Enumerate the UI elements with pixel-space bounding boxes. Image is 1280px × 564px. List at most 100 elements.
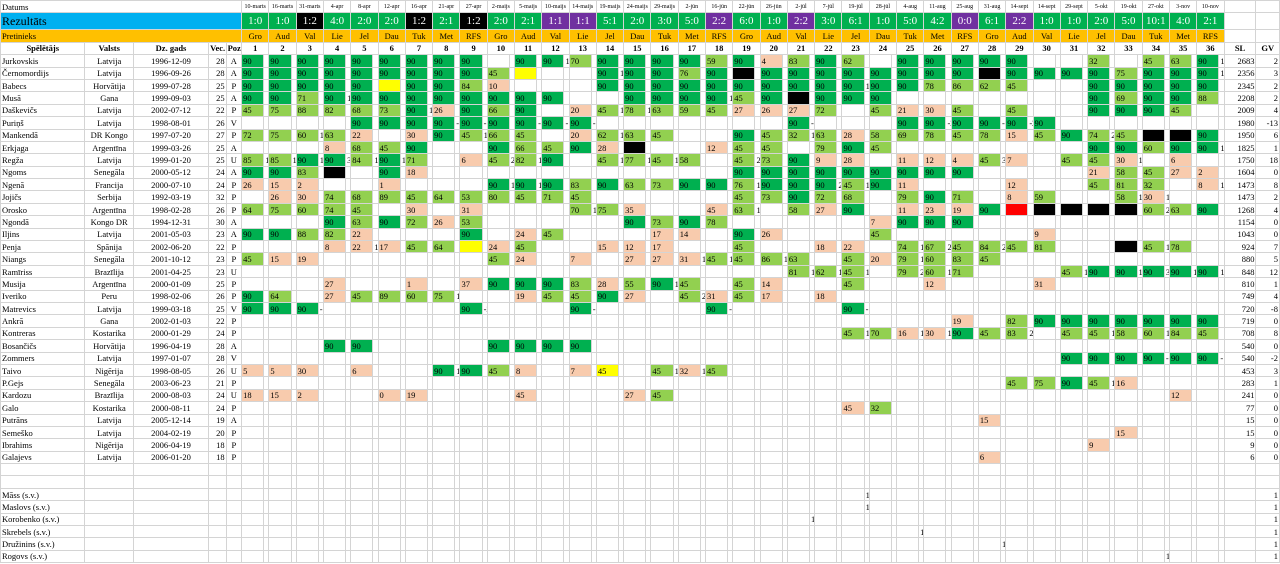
player-age: 22 xyxy=(208,240,227,254)
goals-cell: 1 xyxy=(563,54,570,68)
minutes-cell xyxy=(1141,153,1165,167)
player-gv: 4 xyxy=(1255,289,1280,304)
minutes-cell: 90 xyxy=(541,277,565,291)
minutes-cell xyxy=(295,264,319,279)
goals-cell xyxy=(863,190,870,204)
player-gv: 0 xyxy=(1255,413,1280,427)
minutes-cell xyxy=(377,351,401,365)
minutes-cell xyxy=(1059,339,1083,353)
blank-cell xyxy=(541,512,565,527)
minutes-cell: 90 xyxy=(541,178,565,192)
minutes-cell xyxy=(1196,438,1220,452)
minutes-cell xyxy=(1114,401,1138,415)
minutes-cell: 45 xyxy=(841,178,865,192)
minutes-cell xyxy=(977,140,1002,155)
goals-cell xyxy=(290,165,297,180)
goals-cell xyxy=(863,165,870,180)
blank-cell xyxy=(677,500,701,514)
minutes-cell xyxy=(541,103,565,118)
blank-cell xyxy=(541,487,565,502)
minutes-cell xyxy=(1168,215,1193,229)
goals-cell xyxy=(454,128,461,142)
goals-cell xyxy=(1109,202,1116,217)
minutes-cell: 90 xyxy=(868,91,892,105)
goals-cell: 1 xyxy=(918,326,925,341)
goals-cell xyxy=(454,153,461,167)
minutes-cell: 9 xyxy=(1032,227,1056,242)
minutes-cell xyxy=(595,413,620,427)
minutes-cell: 19 xyxy=(950,314,974,328)
goals-cell xyxy=(836,128,843,142)
own-goal-value: 1 xyxy=(918,524,925,539)
minutes-cell xyxy=(786,376,811,390)
blank-cell xyxy=(732,487,756,502)
blank-cell xyxy=(377,463,401,477)
minutes-cell xyxy=(650,326,674,341)
minutes-cell: 19 xyxy=(295,252,319,266)
player-name: Babecs xyxy=(0,78,86,93)
minutes-cell xyxy=(595,401,620,415)
goals-cell xyxy=(399,178,406,192)
goals-cell xyxy=(1027,178,1034,192)
minutes-cell xyxy=(432,388,456,403)
player-name: Daškevičs xyxy=(0,103,86,118)
minutes-cell: 74 xyxy=(896,240,920,254)
blank-cell xyxy=(1168,463,1193,477)
minutes-cell xyxy=(486,401,510,415)
minutes-cell: 90 xyxy=(1141,66,1165,80)
minutes-cell: 45 xyxy=(950,128,974,142)
minutes-cell xyxy=(595,91,620,105)
minutes-cell: 90 xyxy=(732,78,756,93)
goals-cell xyxy=(263,202,270,217)
minutes-cell: 90 xyxy=(350,116,374,130)
blank-cell xyxy=(759,475,783,489)
blank-cell xyxy=(0,463,86,477)
blank-cell xyxy=(290,512,297,527)
minutes-cell xyxy=(1141,252,1165,266)
player-dob: 1997-01-07 xyxy=(132,351,210,365)
minutes-cell xyxy=(322,301,347,316)
goals-cell xyxy=(263,178,270,192)
goals-cell: 1 xyxy=(727,252,734,266)
minutes-cell xyxy=(814,450,838,465)
minutes-cell: 90 xyxy=(459,116,483,130)
player-sl: 1750 xyxy=(1223,153,1257,167)
match-opponent: Lie xyxy=(568,29,597,43)
player-age: 26 xyxy=(208,363,227,378)
player-position: A xyxy=(225,165,243,180)
goals-cell xyxy=(1109,227,1116,242)
minutes-cell xyxy=(568,153,592,167)
minutes-cell xyxy=(950,91,974,105)
blank-cell xyxy=(836,512,843,527)
goals-cell: 2 xyxy=(1027,326,1034,341)
blank-cell xyxy=(590,524,597,539)
blank-cell xyxy=(923,524,947,539)
minutes-cell xyxy=(677,388,701,403)
player-name: Niangs xyxy=(0,252,86,266)
minutes-cell: 45 xyxy=(977,326,1002,341)
minutes-cell: 90 xyxy=(1059,376,1083,390)
minutes-cell xyxy=(923,314,947,328)
match-opponent: Dau xyxy=(377,29,406,43)
goals-cell xyxy=(617,165,625,180)
minutes-cell: 90 xyxy=(977,116,1002,130)
minutes-cell xyxy=(786,326,811,341)
goals-cell xyxy=(563,190,570,204)
blank-cell xyxy=(563,500,570,514)
minutes-cell xyxy=(350,301,374,316)
match-opponent: RFS xyxy=(459,29,488,43)
minutes-cell xyxy=(786,227,811,242)
minutes-cell: 60 xyxy=(295,128,319,142)
minutes-cell xyxy=(896,425,920,440)
minutes-cell: 45 xyxy=(1168,103,1193,118)
minutes-cell: 37 xyxy=(459,277,483,291)
match-result: 1:0 xyxy=(1032,12,1061,31)
minutes-cell xyxy=(1059,202,1083,217)
own-goal-row: Korobenko (s.v.)11 xyxy=(0,512,1280,527)
minutes-cell xyxy=(1196,339,1220,353)
blank-cell xyxy=(918,549,925,564)
minutes-cell: 60 xyxy=(1141,326,1165,341)
blank-cell xyxy=(1141,537,1165,551)
goals-cell xyxy=(945,227,952,242)
minutes-cell xyxy=(404,438,428,452)
